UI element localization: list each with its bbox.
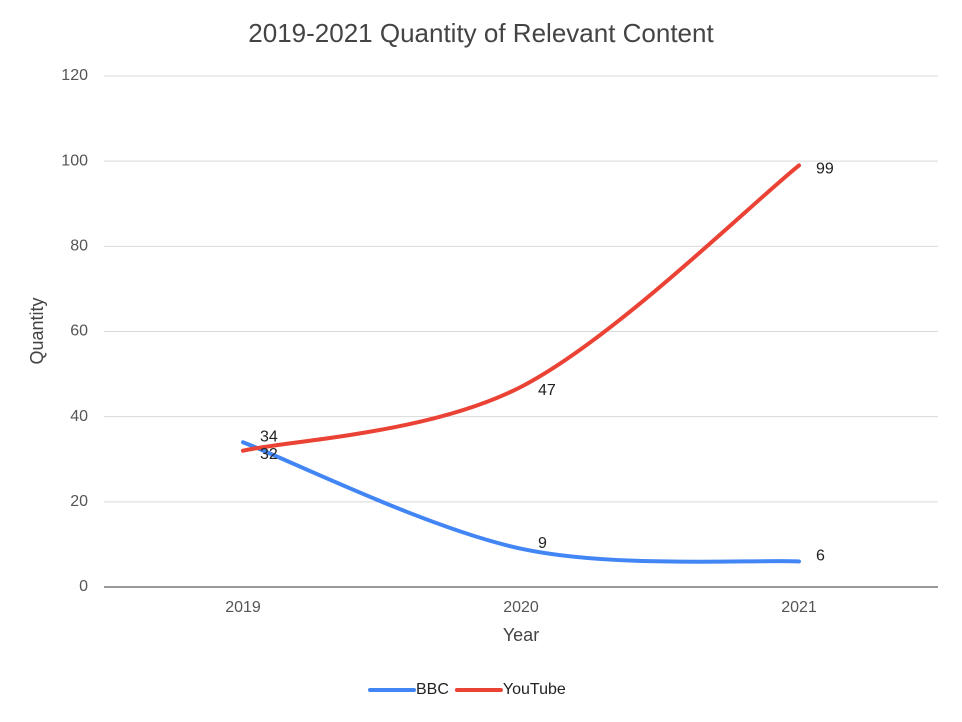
data-label: 99 [816, 161, 834, 178]
data-label: 32 [260, 446, 278, 463]
legend-label: BBC [416, 681, 449, 698]
y-tick-label: 60 [70, 323, 88, 340]
y-tick-label: 40 [70, 408, 88, 425]
line [241, 440, 801, 564]
data-label: 47 [538, 382, 556, 399]
x-tick-label: 2020 [503, 599, 539, 616]
y-tick-label: 120 [61, 67, 88, 84]
y-tick-label: 20 [70, 493, 88, 510]
legend-label: YouTube [503, 681, 566, 698]
data-label: 9 [538, 535, 547, 552]
x-tick-label: 2019 [225, 599, 261, 616]
data-label: 34 [260, 428, 278, 445]
line [241, 163, 801, 453]
x-tick-label: 2021 [781, 599, 817, 616]
data-label: 6 [816, 548, 825, 565]
y-tick-label: 0 [79, 578, 88, 595]
y-axis-label: Quantity [27, 297, 47, 364]
y-tick-label: 80 [70, 238, 88, 255]
chart-title: 2019-2021 Quantity of Relevant Content [248, 18, 714, 48]
x-axis-label: Year [503, 625, 539, 645]
y-tick-label: 100 [61, 152, 88, 169]
